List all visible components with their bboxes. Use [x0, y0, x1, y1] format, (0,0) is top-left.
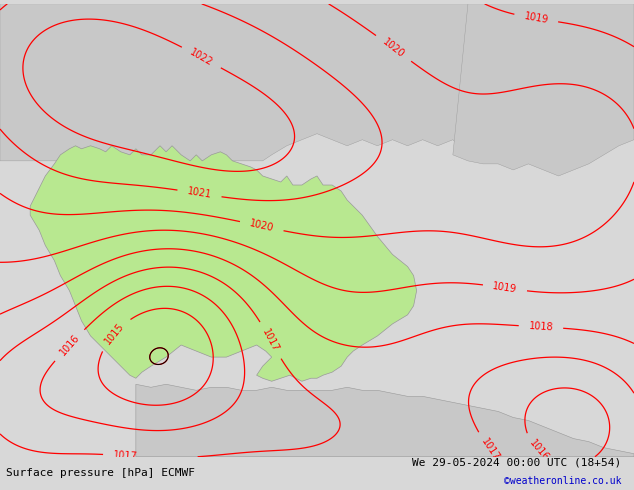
Text: We 29-05-2024 00:00 UTC (18+54): We 29-05-2024 00:00 UTC (18+54): [412, 458, 621, 468]
Text: 1018: 1018: [528, 321, 553, 333]
Polygon shape: [136, 384, 634, 457]
Text: 1015: 1015: [103, 321, 126, 346]
Text: 1017: 1017: [113, 450, 138, 462]
Text: 1019: 1019: [492, 281, 518, 294]
Text: 1016: 1016: [58, 333, 81, 358]
Text: 1022: 1022: [188, 47, 215, 68]
Polygon shape: [453, 4, 634, 176]
Text: Surface pressure [hPa] ECMWF: Surface pressure [hPa] ECMWF: [6, 468, 195, 478]
Text: 1021: 1021: [186, 187, 212, 200]
Text: 1017: 1017: [261, 327, 281, 353]
Text: 1020: 1020: [381, 37, 406, 60]
Polygon shape: [0, 4, 634, 161]
Text: 1016: 1016: [527, 438, 550, 464]
Text: 1020: 1020: [249, 219, 275, 234]
Text: 1017: 1017: [479, 437, 501, 463]
Text: 1019: 1019: [523, 11, 549, 25]
Text: ©weatheronline.co.uk: ©weatheronline.co.uk: [504, 476, 621, 486]
Polygon shape: [30, 146, 417, 381]
